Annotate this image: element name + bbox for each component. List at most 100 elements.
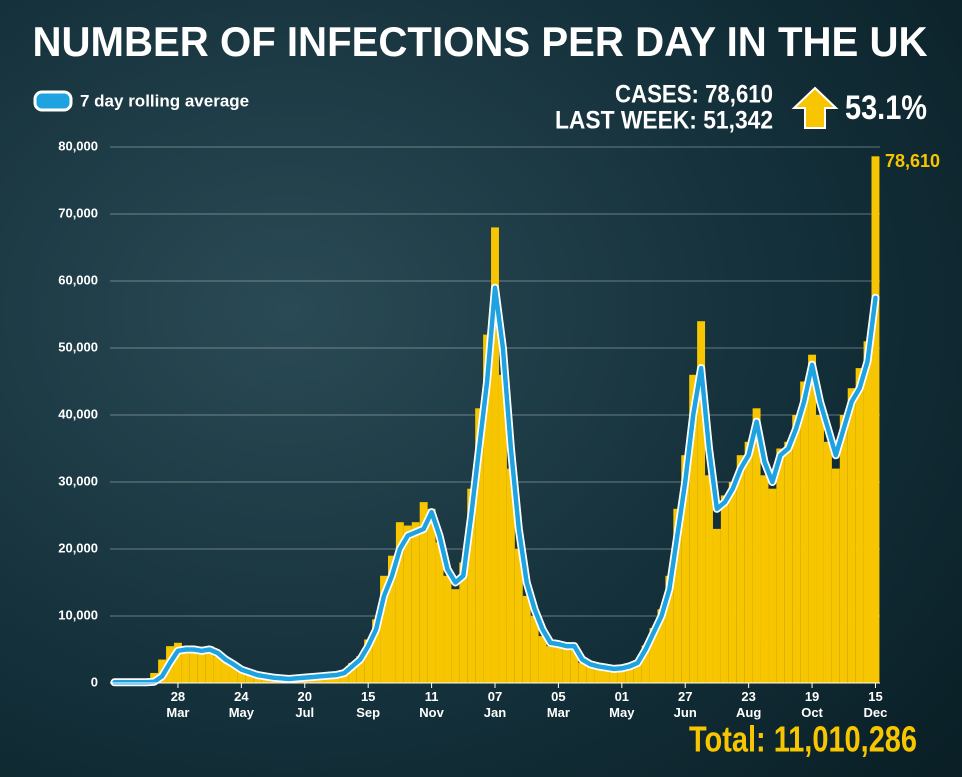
bar: [221, 661, 230, 683]
bar: [403, 525, 412, 683]
bar: [625, 664, 634, 683]
bar: [823, 441, 832, 683]
bar: [712, 528, 721, 683]
bar: [808, 354, 817, 683]
x-tick-label-line: Mar: [547, 705, 570, 720]
change-text: 53.1%: [845, 89, 927, 127]
x-tick-label: 28 Mar: [166, 689, 189, 720]
x-tick-label-line: Jun: [674, 705, 697, 720]
x-tick-label-line: Mar: [166, 705, 189, 720]
bar: [594, 666, 603, 683]
bar: [522, 595, 531, 683]
bar: [435, 542, 444, 683]
x-tick-label-line: 19: [805, 689, 819, 704]
x-tick-label: 19 Oct: [801, 689, 823, 720]
x-tick-label-line: 15: [361, 689, 375, 704]
bar: [720, 495, 729, 683]
plot: 0 10,000 20,000 30,000 40,000 50,000 60,000 70,…: [58, 138, 887, 720]
bar: [578, 662, 587, 683]
bar: [705, 475, 713, 683]
bar: [387, 555, 396, 683]
x-tick-label-line: May: [609, 705, 635, 720]
last-week-text: LAST WEEK: 51,342: [555, 107, 773, 135]
bar: [586, 665, 595, 683]
y-tick-label: 0: [91, 674, 98, 689]
x-tick-label: 01 May: [609, 689, 635, 720]
x-tick-label: 07 Jan: [484, 689, 506, 720]
x-tick-label-line: 07: [488, 689, 502, 704]
total-text: Total: 11,010,286: [689, 719, 917, 760]
bar: [181, 648, 190, 683]
x-tick-label-line: Aug: [736, 705, 761, 720]
bar: [697, 321, 706, 683]
line: [112, 285, 878, 685]
x-tick-label-line: Jul: [295, 705, 314, 720]
x-tick-label: 11 Nov: [419, 689, 444, 720]
y-tick-label: 10,000: [58, 607, 98, 622]
x-tick-label: 20 Jul: [295, 689, 314, 720]
bar: [665, 575, 674, 683]
bar: [871, 156, 880, 684]
bar: [213, 656, 222, 683]
bar: [800, 381, 809, 683]
bar: [736, 455, 745, 683]
bar: [189, 650, 198, 683]
bar: [498, 374, 507, 683]
x-tick-label: 15 Dec: [864, 689, 888, 720]
bar: [395, 522, 404, 683]
bar: [649, 628, 658, 683]
bar: [380, 575, 388, 683]
bar: [752, 408, 761, 683]
bar: [253, 675, 262, 683]
x-tick-label-line: 20: [298, 689, 312, 704]
peak-label: 78,610: [885, 151, 940, 171]
chart-title: NUMBER OF INFECTIONS PER DAY IN THE UK: [33, 18, 928, 65]
y-tick-label: 80,000: [58, 138, 98, 153]
bar: [459, 562, 468, 683]
bar: [855, 368, 864, 683]
x-tick-label-line: 24: [234, 689, 249, 704]
y-tick-label: 60,000: [58, 272, 98, 287]
bar: [491, 227, 499, 683]
bar: [657, 609, 666, 683]
bar: [831, 468, 840, 683]
bar: [483, 334, 492, 683]
bar: [506, 468, 515, 683]
x-tick-label-line: 23: [741, 689, 755, 704]
x-tick-label: 15 Sep: [356, 689, 380, 720]
x-tick-label-line: Oct: [801, 705, 823, 720]
x-tick-label-line: 05: [551, 689, 565, 704]
bar: [847, 388, 856, 683]
y-tick-label: 50,000: [58, 339, 98, 354]
bar: [602, 668, 610, 683]
bar: [427, 508, 436, 683]
bar: [689, 374, 698, 683]
y-tick-label: 70,000: [58, 205, 98, 220]
bar: [348, 662, 357, 683]
bar: [673, 508, 682, 683]
bar: [768, 488, 777, 683]
bar: [237, 670, 246, 683]
x-tick-label-line: 28: [171, 689, 185, 704]
y-tick-label: 20,000: [58, 540, 98, 555]
bar: [546, 646, 555, 683]
bar: [728, 482, 737, 683]
bar: [451, 589, 460, 683]
x-tick-label-line: Sep: [356, 705, 380, 720]
bar: [197, 650, 206, 683]
x-tick-label: 24 May: [229, 689, 255, 720]
up-arrow: [791, 86, 839, 129]
bar: [229, 665, 238, 683]
bar: [641, 645, 650, 683]
bar: [562, 648, 571, 683]
bar: [538, 636, 547, 683]
bar: [617, 667, 626, 683]
bar: [372, 619, 381, 683]
bar: [419, 502, 428, 683]
bar: [784, 441, 793, 683]
bar: [776, 448, 785, 683]
bar: [411, 522, 420, 683]
bar: [839, 415, 848, 683]
bar: [792, 415, 801, 683]
